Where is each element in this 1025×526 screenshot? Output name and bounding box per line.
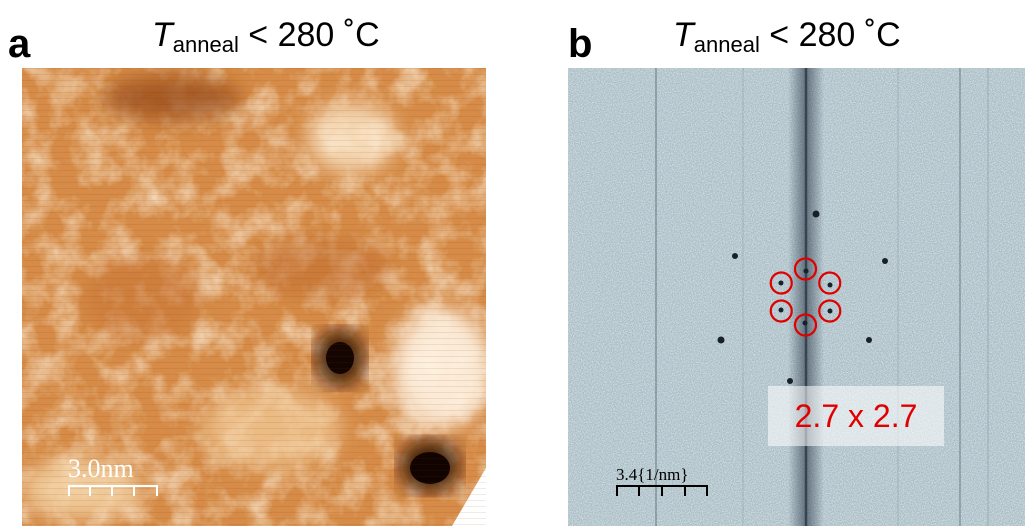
panel-a-scale-label: 3.0nm — [68, 454, 134, 483]
panel-b-title: Tanneal < 280 ˚C — [673, 18, 901, 56]
panel-a-title-condition: < 280 ˚C — [238, 16, 380, 54]
stm-topography-image — [22, 68, 486, 526]
panel-b-title-subscript: anneal — [693, 32, 760, 57]
panel-b-title-symbol: T — [673, 16, 694, 54]
panel-a-title-subscript: anneal — [172, 32, 239, 57]
panel-a-letter: a — [8, 22, 31, 66]
panel-a-title: Tanneal < 280 ˚C — [152, 18, 380, 56]
fft-spot-circle — [818, 299, 842, 323]
panel-a-scale-bar — [68, 485, 158, 496]
lattice-label: 2.7 x 2.7 — [768, 386, 944, 446]
fft-spot-circle — [769, 271, 793, 295]
fft-spot-circle — [818, 271, 842, 295]
panel-b-scale-label: 3.4{1/nm} — [616, 465, 689, 484]
fft-spot-circle — [793, 313, 818, 337]
panel-b-title-condition: < 280 ˚C — [759, 16, 901, 54]
fft-spot-circle — [793, 257, 818, 281]
panel-b-letter: b — [568, 22, 593, 66]
fft-image — [568, 68, 1025, 526]
fft-spot-circle — [769, 299, 793, 323]
panel-a-title-symbol: T — [152, 16, 173, 54]
